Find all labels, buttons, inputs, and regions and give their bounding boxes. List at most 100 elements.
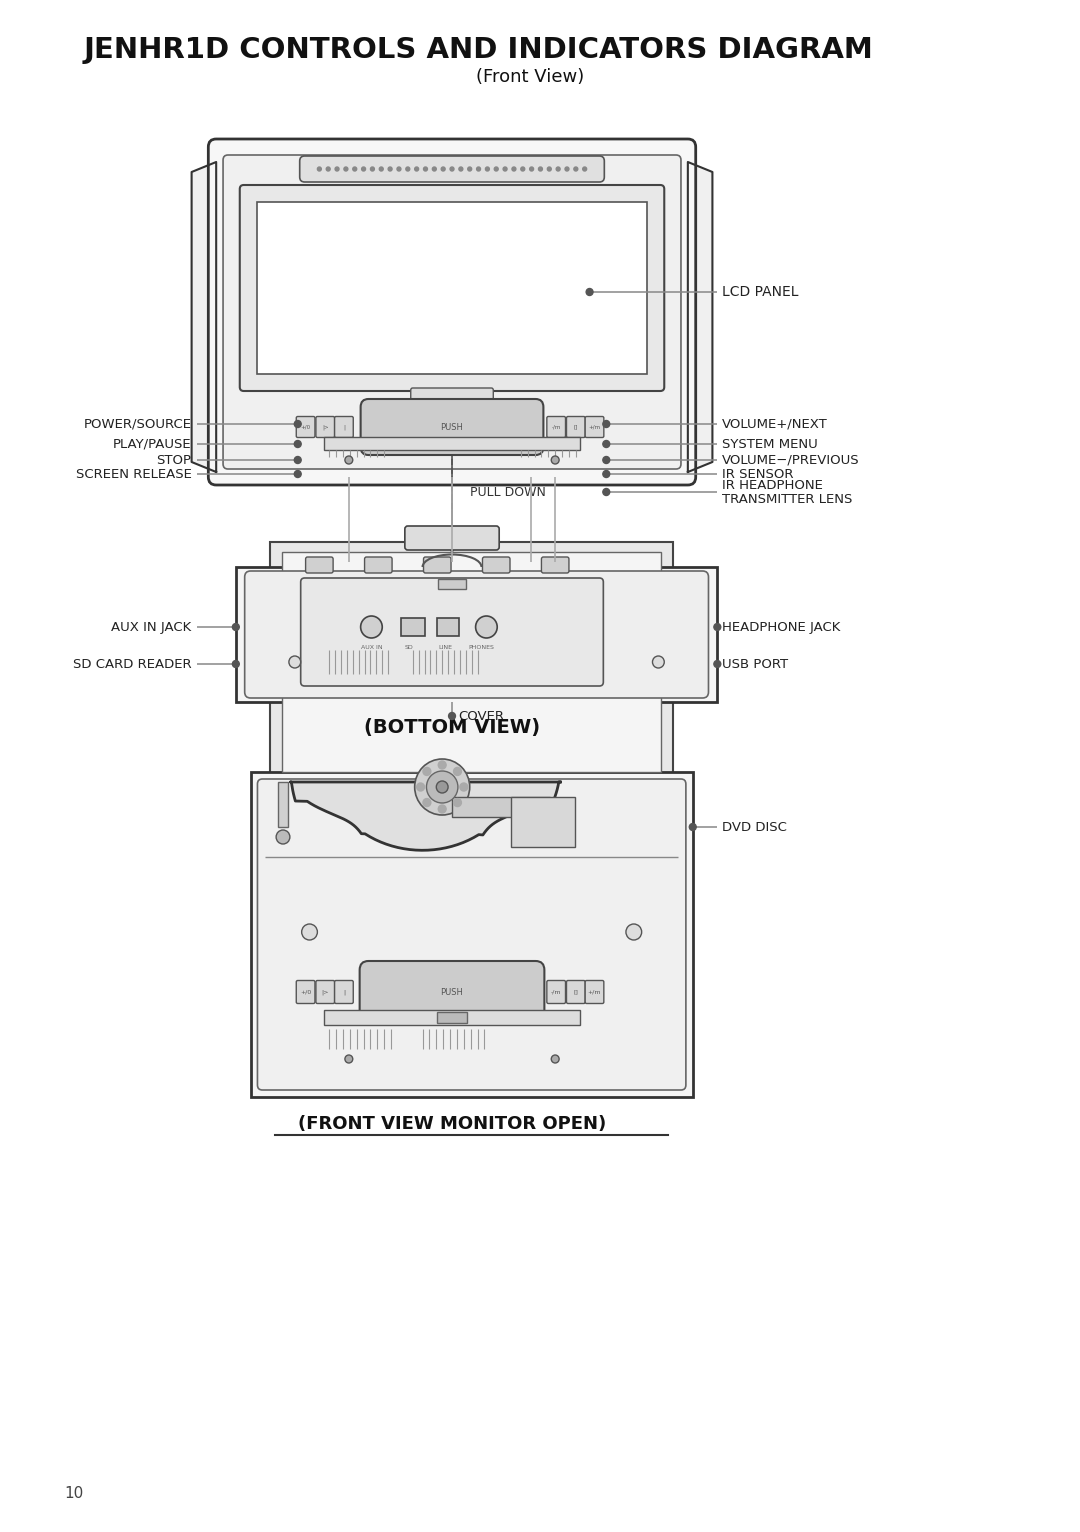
Bar xyxy=(235,567,717,702)
Text: JENHR1D CONTROLS AND INDICATORS DIAGRAM: JENHR1D CONTROLS AND INDICATORS DIAGRAM xyxy=(83,35,874,64)
Text: +/0: +/0 xyxy=(300,990,311,994)
Text: |: | xyxy=(342,990,345,994)
Circle shape xyxy=(529,167,534,172)
FancyBboxPatch shape xyxy=(585,417,604,438)
Text: -/m: -/m xyxy=(552,424,561,429)
Circle shape xyxy=(652,656,664,668)
Bar xyxy=(511,797,575,847)
Circle shape xyxy=(388,167,392,172)
Circle shape xyxy=(345,457,353,464)
Circle shape xyxy=(539,167,542,172)
Circle shape xyxy=(603,457,610,464)
Circle shape xyxy=(379,167,383,172)
Circle shape xyxy=(503,167,507,172)
Circle shape xyxy=(475,616,497,637)
FancyBboxPatch shape xyxy=(567,980,585,1003)
Text: TRANSMITTER LENS: TRANSMITTER LENS xyxy=(723,492,852,506)
Circle shape xyxy=(318,167,322,172)
FancyBboxPatch shape xyxy=(423,558,451,573)
FancyBboxPatch shape xyxy=(224,155,681,469)
Circle shape xyxy=(423,768,431,775)
Circle shape xyxy=(301,924,318,941)
Bar xyxy=(251,772,692,1097)
Circle shape xyxy=(423,167,428,172)
Circle shape xyxy=(485,167,489,172)
Circle shape xyxy=(689,824,697,830)
Text: SYSTEM MENU: SYSTEM MENU xyxy=(723,438,818,450)
Circle shape xyxy=(295,457,301,464)
Circle shape xyxy=(442,167,445,172)
Circle shape xyxy=(295,420,301,427)
Bar xyxy=(270,542,673,781)
FancyBboxPatch shape xyxy=(335,417,353,438)
Circle shape xyxy=(295,470,301,478)
Text: +/m: +/m xyxy=(589,424,600,429)
Text: |: | xyxy=(343,424,345,430)
Circle shape xyxy=(626,924,642,941)
Circle shape xyxy=(370,167,375,172)
Circle shape xyxy=(397,167,401,172)
Bar xyxy=(282,552,661,772)
Circle shape xyxy=(459,167,463,172)
Text: USB PORT: USB PORT xyxy=(723,657,788,671)
Circle shape xyxy=(586,288,593,296)
Circle shape xyxy=(603,470,610,478)
Text: SCREEN RELEASE: SCREEN RELEASE xyxy=(76,467,191,481)
Bar xyxy=(278,781,288,827)
Text: VOLUME+/NEXT: VOLUME+/NEXT xyxy=(723,418,828,430)
Text: LINE: LINE xyxy=(438,645,453,650)
FancyBboxPatch shape xyxy=(296,417,315,438)
Text: (BOTTOM VIEW): (BOTTOM VIEW) xyxy=(364,717,540,737)
Circle shape xyxy=(436,781,448,794)
Circle shape xyxy=(362,167,365,172)
Circle shape xyxy=(548,167,551,172)
Circle shape xyxy=(583,167,586,172)
FancyBboxPatch shape xyxy=(410,388,494,406)
Text: []: [] xyxy=(573,990,578,994)
Text: LCD PANEL: LCD PANEL xyxy=(723,285,799,299)
Text: AUX IN JACK: AUX IN JACK xyxy=(111,620,191,634)
Text: STOP: STOP xyxy=(157,453,191,467)
Bar xyxy=(324,1010,580,1025)
Bar xyxy=(438,579,465,588)
Circle shape xyxy=(438,761,446,769)
Circle shape xyxy=(415,167,419,172)
Text: PULL DOWN: PULL DOWN xyxy=(470,486,545,498)
Circle shape xyxy=(521,167,525,172)
Circle shape xyxy=(288,656,300,668)
Text: PLAY/PAUSE: PLAY/PAUSE xyxy=(113,438,191,450)
Bar xyxy=(257,202,647,374)
FancyBboxPatch shape xyxy=(546,417,566,438)
Circle shape xyxy=(468,167,472,172)
Circle shape xyxy=(603,441,610,447)
Bar xyxy=(437,617,459,636)
FancyBboxPatch shape xyxy=(257,778,686,1089)
Text: HEADPHONE JACK: HEADPHONE JACK xyxy=(723,620,840,634)
Circle shape xyxy=(343,167,348,172)
Text: -/m: -/m xyxy=(551,990,562,994)
FancyBboxPatch shape xyxy=(316,417,335,438)
Circle shape xyxy=(232,624,240,631)
Circle shape xyxy=(438,804,446,813)
Circle shape xyxy=(345,1056,353,1063)
FancyBboxPatch shape xyxy=(300,156,605,182)
Text: IR HEADPHONE: IR HEADPHONE xyxy=(723,478,823,492)
Circle shape xyxy=(450,167,454,172)
Circle shape xyxy=(448,712,456,720)
Circle shape xyxy=(326,167,330,172)
Circle shape xyxy=(423,798,431,806)
Bar xyxy=(401,617,426,636)
Text: (Front View): (Front View) xyxy=(476,67,584,86)
Circle shape xyxy=(714,660,720,668)
Circle shape xyxy=(565,167,569,172)
Text: SD: SD xyxy=(404,645,414,650)
Circle shape xyxy=(476,167,481,172)
Text: PUSH: PUSH xyxy=(441,423,463,432)
Circle shape xyxy=(454,798,461,806)
Text: 10: 10 xyxy=(64,1486,83,1501)
Circle shape xyxy=(551,457,559,464)
Circle shape xyxy=(714,624,720,631)
Circle shape xyxy=(432,167,436,172)
Circle shape xyxy=(353,167,356,172)
FancyBboxPatch shape xyxy=(245,571,708,699)
